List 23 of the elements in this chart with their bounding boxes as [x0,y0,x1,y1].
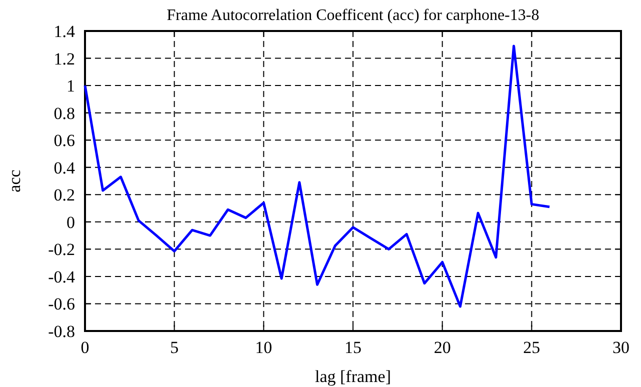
x-tick-label: 25 [523,338,540,357]
x-tick-label: 5 [170,338,179,357]
x-tick-label: 10 [255,338,272,357]
line-series [84,44,551,308]
y-tick-label: -0.2 [48,240,75,260]
x-tick-label: 20 [434,338,451,357]
y-tick-label: -0.8 [48,322,75,341]
y-tick-label: -0.6 [48,294,75,314]
y-tick-label: 0.6 [54,131,75,150]
x-tick-label: 0 [80,338,90,357]
x-tick-label: 30 [612,338,630,357]
y-tick-label: 0.2 [54,186,75,205]
y-tick-label: 0.4 [54,158,76,178]
y-tick-label: -0.4 [48,267,76,286]
x-axis-title: lag [frame] [315,367,391,386]
y-tick-label: 1.2 [54,49,75,68]
y-tick-label: 1 [66,76,75,96]
y-tick-label: 0 [66,212,75,232]
x-tick-label: 15 [344,338,362,357]
y-tick-label: 1.4 [54,22,76,41]
y-axis-title: acc [5,169,24,192]
chart-title: Frame Autocorrelation Coefficent (acc) for carphone-13-8 [166,7,540,24]
y-tick-label: 0.8 [54,104,75,123]
